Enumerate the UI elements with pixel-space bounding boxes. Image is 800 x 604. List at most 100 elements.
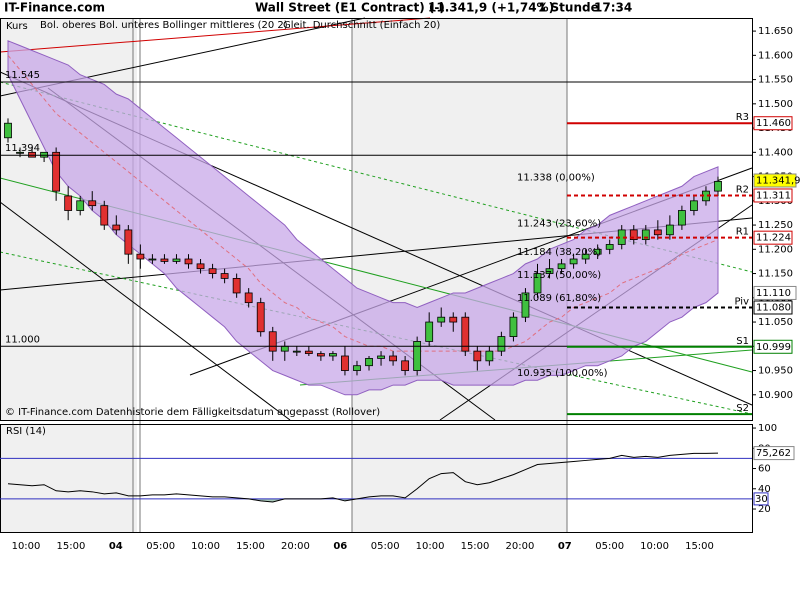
x-tick-label: 10:00	[191, 541, 220, 552]
candle-body	[268, 331, 277, 352]
pivot-name: Piv	[734, 296, 749, 307]
pivot-tag-box	[753, 339, 793, 354]
rsi-tag: 75,262	[756, 448, 791, 459]
site-name: IT-Finance.com	[4, 1, 105, 15]
candle-body	[16, 151, 24, 154]
candle-body	[100, 205, 109, 226]
pivot-tag: 10.999	[756, 342, 791, 353]
candle-body	[485, 350, 494, 362]
candle-body	[677, 210, 686, 226]
footnote: © IT-Finance.com Datenhistorie dem Fälli…	[5, 407, 380, 418]
y-tick-label: 10.950	[758, 366, 793, 377]
x-tick-label: 15:00	[685, 541, 714, 552]
legend-entry: Bol. oberes Bol. unteres Bollinger mittl…	[40, 20, 288, 31]
fib-label: 11.137 (50,00%)	[517, 270, 601, 281]
trend-line	[0, 201, 291, 421]
x-tick-label: 07	[558, 541, 572, 552]
x-tick-label: 15:00	[461, 541, 490, 552]
candle-body	[437, 316, 446, 323]
pivot-name: R3	[736, 112, 749, 123]
candle-body	[232, 278, 241, 294]
candle-body	[497, 336, 506, 352]
candle-body	[256, 302, 265, 333]
y-tick-label: 11.050	[758, 317, 793, 328]
candle-body	[112, 224, 121, 231]
candle-body	[714, 181, 722, 192]
interval: 1 Stunde	[538, 1, 599, 15]
candle-body	[292, 350, 301, 353]
time: 17:34	[594, 1, 632, 15]
fib-label: 11.089 (61,80%)	[517, 293, 601, 304]
candle-body	[172, 258, 181, 262]
x-tick-label: 15:00	[56, 541, 85, 552]
y-tick-label: 11.200	[758, 244, 793, 255]
rsi-tick-label: 20	[758, 504, 771, 515]
candle-body	[184, 258, 193, 265]
candle-body	[581, 253, 590, 260]
fib-label: 11.243 (23,60%)	[517, 218, 601, 229]
rsi-tag-box	[753, 446, 795, 461]
candle-body	[461, 316, 470, 352]
candle-body	[449, 316, 458, 323]
pivot-tag-box	[753, 188, 793, 203]
pivot-tag: 11.224	[756, 233, 791, 244]
candle-body	[220, 273, 229, 279]
x-tick-label: 10:00	[12, 541, 41, 552]
price-tag: 11.110	[756, 288, 791, 299]
rsi-line	[7, 452, 719, 503]
candle-body	[569, 258, 578, 265]
y-tick-label: 10.900	[758, 390, 793, 401]
candle-body	[533, 273, 542, 294]
candle-body	[413, 341, 422, 371]
y-tick-label: 11.500	[758, 99, 793, 110]
candle-body	[196, 263, 205, 270]
price-tag-box	[753, 173, 797, 188]
x-tick-label: 20:00	[281, 541, 310, 552]
rsi-level-label: 30	[755, 494, 768, 505]
level-label: 11.394	[5, 143, 40, 154]
pivot-tag: 11.460	[756, 118, 791, 129]
candle-body	[341, 355, 349, 371]
candle-body	[52, 151, 61, 192]
pivot-name: S2	[736, 403, 749, 414]
y-tick-label: 11.550	[758, 75, 793, 86]
candle-body	[401, 360, 410, 371]
pivot-name: S1	[736, 336, 749, 347]
instrument-title: Wall Street (E1 Contract) (-)	[255, 1, 445, 15]
candle-body	[593, 248, 602, 255]
candle-body	[509, 316, 518, 337]
rsi-level-tag-box	[753, 492, 769, 506]
pivot-name: R2	[736, 184, 749, 195]
candle-body	[76, 200, 85, 211]
candle-body	[64, 195, 73, 211]
y-tick-label: 11.250	[758, 220, 793, 231]
x-tick-label: 10:00	[416, 541, 445, 552]
plot-frame	[0, 18, 753, 421]
rsi-tick-label: 60	[758, 464, 771, 475]
session-bg	[0, 424, 137, 532]
candle-body	[473, 350, 482, 362]
rsi-tick-label: 40	[758, 484, 771, 495]
candle-body	[88, 200, 97, 207]
x-tick-label: 05:00	[371, 541, 400, 552]
pivot-name: R1	[736, 227, 749, 238]
x-tick-label: 06	[333, 541, 347, 552]
x-tick-label: 05:00	[595, 541, 624, 552]
candle-body	[690, 200, 698, 211]
candle-body	[545, 268, 554, 274]
candle-body	[665, 224, 674, 236]
fib-label: 10.935 (100,00%)	[517, 368, 608, 379]
candle-body	[641, 229, 650, 241]
fib-label: 11.338 (0,00%)	[517, 172, 595, 183]
y-tick-label: 11.400	[758, 147, 793, 158]
candle-body	[304, 350, 313, 354]
last-price: 11.341,9 (+1,74%)	[428, 1, 554, 15]
pivot-tag-box	[753, 300, 793, 315]
legend-entry: Gleit. Durchschnitt (Einfach 20)	[283, 20, 440, 31]
y-tick-label: 11.600	[758, 50, 793, 61]
price-tag: 11.341,9	[756, 175, 800, 186]
price-tag-box	[753, 285, 797, 300]
candle-body	[280, 345, 289, 352]
candle-body	[521, 292, 530, 318]
